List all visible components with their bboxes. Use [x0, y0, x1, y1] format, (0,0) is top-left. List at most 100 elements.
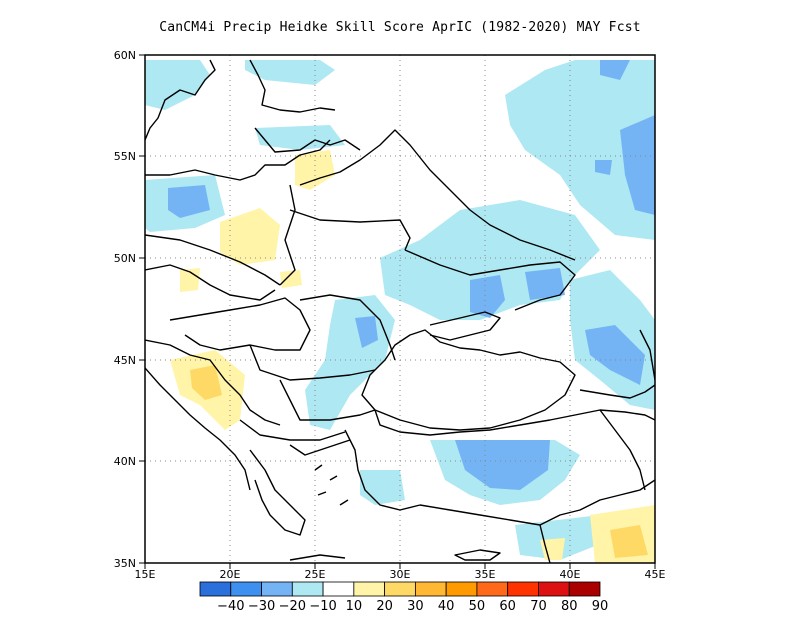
y-tick-labels: 35N 40N 45N 50N 55N 60N	[114, 49, 136, 570]
coastline-adriatic	[145, 367, 251, 491]
colorbar-label: 70	[530, 599, 547, 614]
coastline-aegean-north	[289, 439, 351, 456]
border-poland-west	[145, 234, 281, 286]
skill-patch-lightblue	[145, 60, 210, 110]
map-title: CanCM4i Precip Heidke Skill Score AprIC …	[159, 20, 641, 35]
border-caucasus	[579, 384, 655, 399]
coastline-black-sea	[361, 329, 576, 431]
skill-shading	[145, 60, 655, 563]
coastline-azov	[429, 311, 501, 341]
skill-patch-yellow	[610, 525, 648, 558]
colorbar-label: 80	[561, 599, 578, 614]
skill-patch-midblue	[620, 115, 655, 215]
y-tick-label: 50N	[114, 252, 136, 265]
colorbar-swatch	[538, 581, 570, 597]
skill-patch-lightblue	[255, 125, 345, 150]
skill-patch-yellow	[190, 365, 222, 400]
colorbar-label: 20	[376, 599, 393, 614]
skill-patch-midblue	[595, 160, 612, 175]
coastline-turkey-north	[374, 409, 655, 436]
y-tick-label: 40N	[114, 455, 136, 468]
colorbar-label: −20	[279, 599, 306, 614]
skill-patch-lightblue	[515, 515, 610, 560]
colorbar-swatch	[322, 581, 355, 597]
x-tick-label: 35E	[475, 568, 496, 581]
colorbar-swatch	[384, 581, 416, 597]
colorbar-swatch	[568, 581, 601, 597]
x-tick-label: 45E	[645, 568, 666, 581]
skill-patch-lightblue	[305, 295, 395, 430]
coastline-greece	[249, 449, 306, 536]
y-tick-label: 35N	[114, 557, 136, 570]
coastline-crete	[289, 554, 346, 561]
border-ukraine-moldova	[299, 294, 396, 361]
coastline-baltic-east	[254, 127, 361, 153]
colorbar-label: 40	[438, 599, 455, 614]
border-bulgaria	[279, 379, 376, 421]
coastline-baltic-south	[145, 139, 331, 181]
border-turkey-east	[599, 409, 646, 491]
colorbar-label: 30	[407, 599, 424, 614]
colorbar-label: −40	[217, 599, 244, 614]
border-hungary	[169, 297, 311, 351]
colorbar-swatch	[230, 581, 262, 597]
border-belarus-south	[289, 209, 411, 251]
skill-patch-midblue	[600, 60, 630, 80]
colorbar-swatch	[445, 581, 478, 597]
x-tick-label: 20E	[220, 568, 241, 581]
skill-patch-lightyellow	[220, 208, 280, 265]
x-tick-labels: 15E 20E 25E 30E 35E 40E 45E	[135, 568, 666, 581]
coastline-finland	[249, 59, 336, 113]
skill-patch-lightblue	[360, 470, 405, 505]
skill-patch-lightyellow	[280, 270, 302, 288]
border-macedonia	[239, 419, 346, 441]
coastline-turkey-south	[419, 479, 655, 526]
y-tick-label: 45N	[114, 354, 136, 367]
colorbar-label: 10	[346, 599, 363, 614]
x-tick-label: 40E	[560, 568, 581, 581]
y-tick-label: 60N	[114, 49, 136, 62]
skill-patch-lightblue	[245, 60, 335, 85]
skill-patch-midblue	[355, 316, 378, 348]
skill-patch-lightyellow	[180, 268, 200, 292]
skill-patch-midblue	[585, 325, 645, 385]
coastline-caspian	[639, 329, 655, 381]
colorbar-swatch	[507, 581, 539, 597]
colorbar-label: −10	[309, 599, 336, 614]
colorbar-swatch	[476, 581, 509, 597]
coastlines-borders	[145, 59, 655, 563]
colorbar-label: 50	[469, 599, 486, 614]
border-romania	[249, 344, 376, 381]
skill-patch-midblue	[525, 268, 565, 300]
skill-patch-midblue	[168, 185, 210, 218]
colorbar-label: 90	[592, 599, 609, 614]
skill-patch-lightblue	[505, 60, 655, 240]
x-tick-label: 25E	[305, 568, 326, 581]
colorbar-swatch	[261, 581, 293, 597]
coastline-levant	[539, 524, 551, 563]
x-tick-label: 15E	[135, 568, 156, 581]
border-ukraine-russia	[404, 249, 576, 311]
border-balkans	[145, 339, 281, 426]
colorbar-swatch	[414, 581, 447, 597]
coastline-turkey-west	[344, 429, 421, 511]
skill-patch-midblue	[470, 275, 505, 318]
y-tick-label: 55N	[114, 150, 136, 163]
border-poland-east	[279, 184, 296, 286]
skill-patch-lightyellow	[540, 538, 565, 560]
colorbar-label: −30	[248, 599, 275, 614]
axis-ticks	[139, 54, 656, 569]
colorbar-swatch	[291, 581, 324, 597]
colorbar-swatch	[353, 581, 386, 597]
colorbar-swatch	[199, 581, 232, 597]
colorbar-label: 60	[499, 599, 516, 614]
colorbar: −40 −30 −20 −10 10 20 30 40 50 60 70 80 90	[199, 581, 609, 614]
skill-patch-midblue	[455, 440, 550, 490]
coastline-scandinavia	[145, 59, 216, 141]
border-north	[299, 129, 576, 261]
x-tick-label: 30E	[390, 568, 411, 581]
coastline-cyprus	[454, 549, 501, 561]
coastline-islands	[314, 464, 349, 506]
border-czech	[145, 264, 276, 301]
